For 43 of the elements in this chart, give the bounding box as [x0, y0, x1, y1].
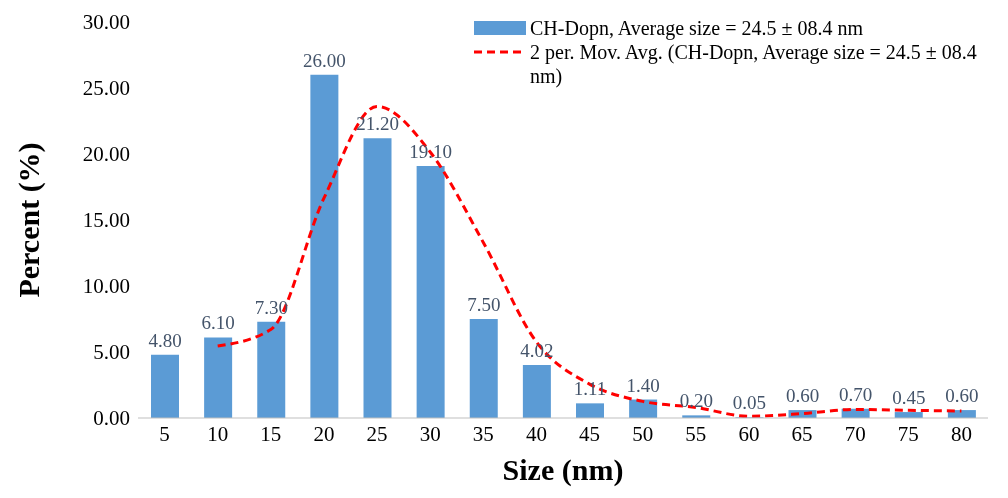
y-axis-title: Percent (%) [11, 142, 46, 298]
x-tick-label: 15 [260, 421, 282, 446]
data-label: 0.60 [945, 385, 979, 407]
y-tick-label: 20.00 [82, 142, 130, 167]
data-label: 7.50 [467, 294, 501, 315]
y-tick-label: 15.00 [82, 208, 130, 233]
y-tick-label: 30.00 [82, 10, 130, 35]
y-tick-label: 25.00 [82, 76, 130, 101]
data-label: 19.10 [409, 140, 452, 162]
x-axis-title: Size (nm) [502, 453, 624, 487]
data-label: 21.20 [356, 113, 399, 135]
x-tick-label: 55 [685, 421, 707, 446]
x-tick-label: 50 [632, 421, 654, 446]
data-label: 0.20 [679, 390, 713, 412]
x-tick-label: 35 [472, 421, 494, 446]
data-label: 26.00 [303, 49, 346, 71]
data-label: 0.05 [732, 392, 766, 414]
data-label: 1.40 [626, 374, 660, 396]
x-tick-label: 25 [366, 421, 388, 446]
data-label: 4.80 [148, 329, 182, 351]
x-tick-label: 40 [525, 421, 547, 446]
x-tick-label: 5 [159, 421, 170, 446]
data-label: 6.10 [201, 312, 235, 334]
x-tick-label: 80 [950, 421, 972, 446]
legend-label: 2 per. Mov. Avg. (CH-Dopn, Average size = 24.5 ± 08.4 nm) [530, 40, 978, 88]
x-tick-label: 65 [791, 421, 813, 446]
x-tick-label: 20 [313, 421, 335, 446]
x-tick-label: 75 [897, 421, 919, 446]
data-label: 0.70 [839, 383, 873, 405]
y-tick-label: 5.00 [93, 340, 130, 365]
data-label: 0.45 [892, 387, 926, 409]
data-label: 1.11 [573, 378, 607, 400]
data-label: 7.30 [254, 296, 288, 318]
y-tick-label: 10.00 [82, 274, 130, 299]
legend-label: CH-Dopn, Average size = 24.5 ± 08.4 nm [530, 16, 863, 40]
data-label: 0.60 [785, 385, 820, 407]
x-tick-label: 60 [738, 421, 760, 446]
x-tick-label: 70 [844, 421, 866, 446]
data-label: 4.02 [520, 339, 554, 361]
x-tick-label: 45 [579, 421, 601, 446]
x-tick-label: 10 [207, 421, 229, 446]
x-tick-label: 30 [419, 421, 441, 446]
y-tick-label: 0.00 [93, 406, 130, 431]
